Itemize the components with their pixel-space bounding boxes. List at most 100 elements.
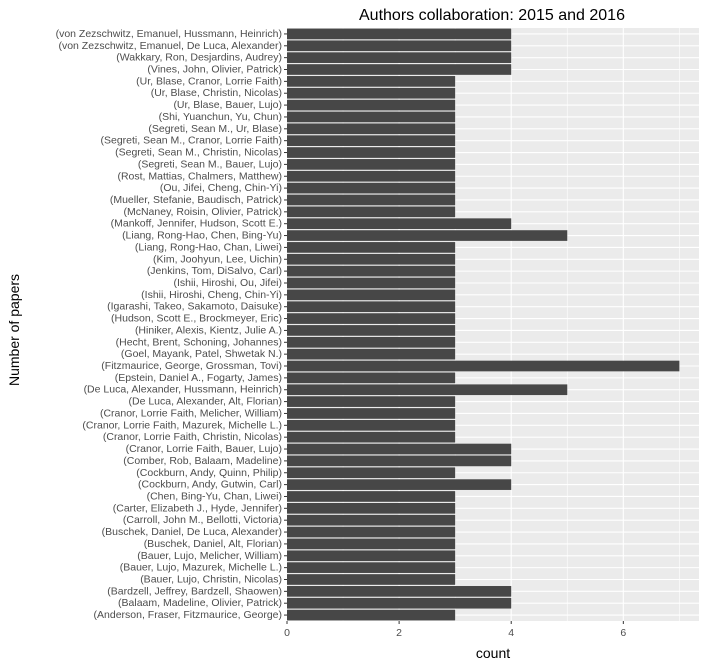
- x-tick-label: 0: [284, 627, 290, 639]
- bar: [287, 408, 456, 419]
- bar: [287, 87, 456, 99]
- bar: [287, 467, 456, 479]
- category-label: (Cockburn, Andy, Quinn, Philip): [136, 467, 282, 479]
- category-label: (Comber, Rob, Balaam, Madeline): [123, 455, 282, 467]
- category-label: (Hiniker, Alexis, Kientz, Julie A.): [135, 324, 282, 336]
- bar: [287, 562, 456, 573]
- bar: [287, 514, 456, 526]
- bar: [287, 123, 456, 135]
- bar: [287, 348, 456, 360]
- bar: [287, 277, 456, 289]
- bars: [287, 28, 680, 621]
- category-label: (Liang, Rong-Hao, Chen, Bing-Yu): [122, 230, 282, 242]
- bar: [287, 574, 456, 585]
- bar: [287, 182, 456, 194]
- category-label: (Mueller, Stefanie, Baudisch, Patrick): [110, 194, 282, 206]
- bar: [287, 325, 456, 336]
- category-label: (Buschek, Daniel, De Luca, Alexander): [102, 526, 282, 538]
- bar: [287, 206, 456, 218]
- bar: [287, 265, 456, 277]
- category-label: (Segreti, Sean M., Christin, Nicolas): [115, 147, 282, 159]
- bar: [287, 170, 456, 182]
- category-label: (Mankoff, Jennifer, Hudson, Scott E.): [111, 218, 282, 230]
- category-label: (Segreti, Sean M., Cranor, Lorrie Faith): [101, 135, 283, 147]
- bar: [287, 609, 456, 621]
- category-label: (Ishii, Hiroshi, Cheng, Chin-Yi): [141, 289, 282, 301]
- bar: [287, 502, 456, 514]
- bar: [287, 159, 456, 170]
- category-label: (Wakkary, Ron, Desjardins, Audrey): [116, 52, 282, 64]
- bar: [287, 336, 456, 348]
- bar: [287, 538, 456, 550]
- bar: [287, 491, 456, 502]
- x-tick-label: 4: [508, 627, 514, 639]
- category-label: (Balaam, Madeline, Olivier, Patrick): [118, 597, 282, 609]
- bar: [287, 40, 512, 52]
- bar: [287, 194, 456, 206]
- bar: [287, 253, 456, 265]
- category-label: (Jenkins, Tom, DiSalvo, Carl): [147, 265, 282, 277]
- bar: [287, 289, 456, 301]
- x-tick-label: 2: [396, 627, 402, 639]
- bar: [287, 218, 512, 230]
- bar: [287, 76, 456, 87]
- category-label: (De Luca, Alexander, Alt, Florian): [129, 396, 283, 408]
- category-label: (Cranor, Lorrie Faith, Bauer, Lujo): [126, 443, 282, 455]
- category-label: (Carter, Elizabeth J., Hyde, Jennifer): [113, 502, 282, 514]
- category-label: (Igarashi, Takeo, Sakamoto, Daisuke): [107, 301, 282, 313]
- category-label: (von Zezschwitz, Emanuel, De Luca, Alexa…: [58, 40, 282, 52]
- category-label: (Cranor, Lorrie Faith, Christin, Nicolas…: [103, 431, 282, 443]
- category-label: (Cranor, Lorrie Faith, Mazurek, Michelle…: [82, 419, 282, 431]
- bar: [287, 64, 512, 75]
- category-label: (Ur, Blase, Cranor, Lorrie Faith): [136, 75, 282, 87]
- category-label: (Hudson, Scott E., Brockmeyer, Eric): [111, 313, 282, 325]
- category-label: (Hecht, Brent, Schoning, Johannes): [116, 336, 282, 348]
- category-label: (Rost, Mattias, Chalmers, Matthew): [117, 170, 282, 182]
- bar: [287, 360, 680, 372]
- bar: [287, 147, 456, 158]
- bar: [287, 586, 512, 597]
- category-label: (Segreti, Sean M., Bauer, Lujo): [138, 158, 282, 170]
- bar: [287, 455, 512, 467]
- bar: [287, 135, 456, 147]
- category-label: (Ou, Jifei, Cheng, Chin-Yi): [160, 182, 282, 194]
- category-label: (Ur, Blase, Christin, Nicolas): [151, 87, 282, 99]
- x-tick-label: 6: [620, 627, 626, 639]
- category-label: (Fitzmaurice, George, Grossman, Tovi): [101, 360, 282, 372]
- category-label: (Bauer, Lujo, Christin, Nicolas): [140, 573, 282, 585]
- category-label: (Carroll, John M., Bellotti, Victoria): [123, 514, 282, 526]
- y-axis-ticks: (von Zezschwitz, Emanuel, Hussmann, Hein…: [56, 28, 287, 621]
- bar: [287, 479, 512, 490]
- bar: [287, 301, 456, 313]
- bar: [287, 550, 456, 562]
- bar: [287, 384, 568, 396]
- category-label: (Ur, Blase, Bauer, Lujo): [173, 99, 282, 111]
- category-label: (Buschek, Daniel, Alt, Florian): [144, 538, 282, 550]
- bar: [287, 242, 456, 253]
- bar: [287, 99, 456, 111]
- category-label: (Epstein, Daniel A., Fogarty, James): [115, 372, 282, 384]
- category-label: (Segreti, Sean M., Ur, Blase): [148, 123, 282, 135]
- bar: [287, 230, 568, 241]
- category-label: (Anderson, Fraser, Fitzmaurice, George): [94, 609, 282, 621]
- category-label: (von Zezschwitz, Emanuel, Hussmann, Hein…: [56, 28, 282, 40]
- category-label: (De Luca, Alexander, Hussmann, Heinrich): [84, 384, 282, 396]
- category-label: (McNaney, Roisin, Olivier, Patrick): [123, 206, 282, 218]
- bar: [287, 52, 512, 63]
- chart-title: Authors collaboration: 2015 and 2016: [359, 7, 625, 24]
- category-label: (Ishii, Hiroshi, Ou, Jifei): [173, 277, 282, 289]
- category-label: (Chen, Bing-Yu, Chan, Liwei): [147, 490, 282, 502]
- bar: [287, 526, 456, 538]
- category-label: (Goel, Mayank, Patel, Shwetak N.): [121, 348, 282, 360]
- x-axis-title: count: [476, 645, 510, 661]
- x-axis-ticks: 0 2 4 6: [284, 621, 626, 639]
- category-label: (Kim, Joohyun, Lee, Uichin): [153, 253, 282, 265]
- bar: [287, 443, 512, 455]
- category-label: (Liang, Rong-Hao, Chan, Liwei): [135, 241, 282, 253]
- bar: [287, 419, 456, 431]
- category-label: (Vines, John, Olivier, Patrick): [147, 64, 282, 76]
- category-label: (Cockburn, Andy, Gutwin, Carl): [138, 479, 282, 491]
- category-label: (Bardzell, Jeffrey, Bardzell, Shaowen): [107, 585, 282, 597]
- category-label: (Bauer, Lujo, Mazurek, Michelle L.): [120, 562, 282, 574]
